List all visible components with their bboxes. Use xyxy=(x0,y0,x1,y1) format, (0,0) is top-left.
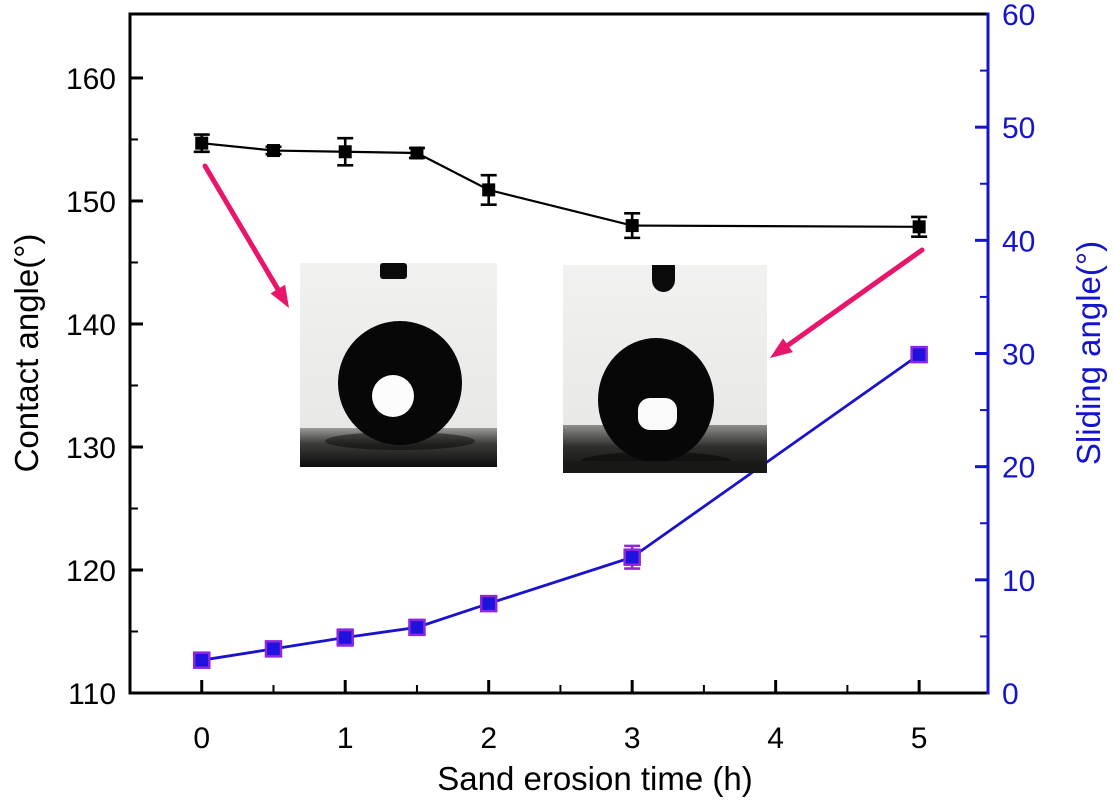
arrow-to-left-droplet-photo xyxy=(202,163,285,299)
right-tick-label: 50 xyxy=(1002,112,1035,145)
data-point-marker xyxy=(623,548,641,566)
dispensing-needle-icon xyxy=(380,263,407,279)
data-point-marker xyxy=(195,136,209,150)
droplet-photo-after-erosion xyxy=(563,265,767,473)
left-tick-label: 130 xyxy=(66,432,116,465)
annotation-arrows xyxy=(202,163,925,358)
droplet-highlight xyxy=(372,375,414,417)
sliding-angle-series xyxy=(192,345,928,669)
right-tick-label: 0 xyxy=(1002,678,1019,711)
arrow-to-left-droplet-photo-head xyxy=(270,284,289,308)
left-y-axis-label: Contact angle(°) xyxy=(8,234,45,473)
data-point-marker xyxy=(266,144,280,158)
arrow-to-right-droplet-photo xyxy=(778,247,925,353)
left-tick-label: 160 xyxy=(66,63,116,96)
data-point-marker xyxy=(910,345,928,364)
right-tick-label: 20 xyxy=(1002,452,1035,485)
x-tick-label: 1 xyxy=(337,722,354,755)
x-axis-label: Sand erosion time (h) xyxy=(437,760,752,797)
right-tick-label: 10 xyxy=(1002,565,1035,598)
x-tick-label: 3 xyxy=(624,722,641,755)
data-point-marker xyxy=(264,640,283,658)
data-point-marker xyxy=(192,651,211,669)
arrow-to-right-droplet-photo-head xyxy=(770,338,793,358)
data-point-marker xyxy=(625,219,639,233)
data-point-marker xyxy=(482,183,496,197)
x-tick-label: 5 xyxy=(911,722,928,755)
series-line xyxy=(201,142,920,228)
contact-angle-series xyxy=(193,133,928,240)
droplet-highlight xyxy=(638,398,677,430)
right-tick-label: 60 xyxy=(1002,0,1035,32)
right-tick-label: 30 xyxy=(1002,339,1035,372)
x-tick-label: 0 xyxy=(193,722,210,755)
data-point-marker xyxy=(479,594,498,613)
axes-spines xyxy=(128,12,990,695)
left-tick-label: 120 xyxy=(66,555,116,588)
right-y-axis-label: Sliding angle(°) xyxy=(1070,241,1107,465)
data-point-marker xyxy=(336,628,354,647)
substrate-texture xyxy=(563,461,767,473)
dispensing-needle-icon xyxy=(652,265,675,292)
right-axis-ticks: 0 10 20 30 40 50 60 xyxy=(975,0,1035,711)
droplet-photo-before-erosion xyxy=(300,263,497,467)
right-tick-label: 40 xyxy=(1002,225,1035,258)
left-tick-label: 140 xyxy=(66,309,116,342)
left-tick-label: 110 xyxy=(68,678,116,711)
x-tick-label: 4 xyxy=(767,722,784,755)
x-axis-ticks: 0 1 2 3 4 5 xyxy=(193,680,927,755)
x-tick-label: 2 xyxy=(480,722,497,755)
data-point-marker xyxy=(408,618,426,637)
left-axis-ticks: 110 120 130 140 150 160 xyxy=(66,63,143,711)
left-tick-label: 150 xyxy=(66,186,116,219)
data-point-marker xyxy=(338,145,352,159)
data-point-marker xyxy=(912,220,926,234)
data-point-marker xyxy=(410,146,424,160)
plot-area: 0 1 2 3 4 5 110 120 130 140 150 160 0 10 20 30 40 50 60 xyxy=(66,0,1035,755)
